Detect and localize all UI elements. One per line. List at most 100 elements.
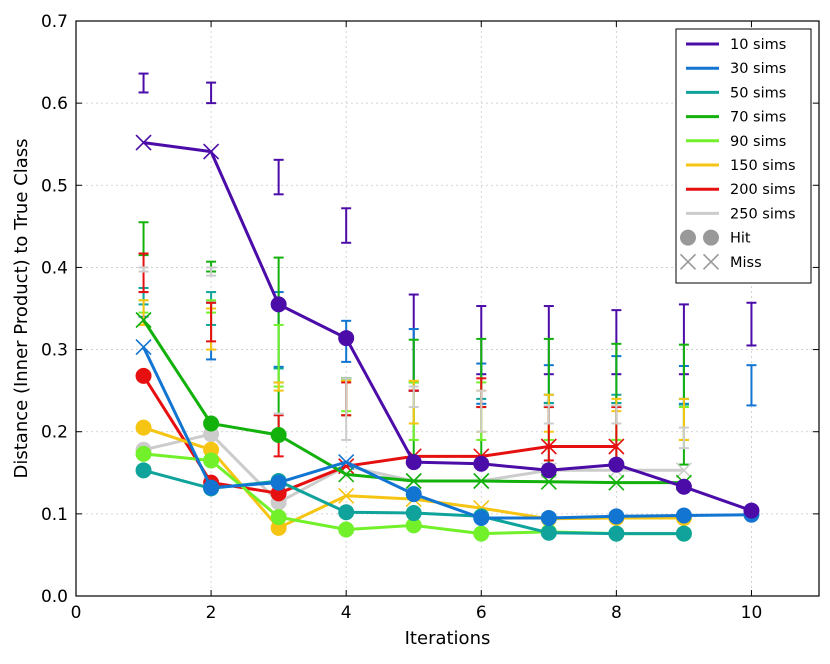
miss-marker bbox=[338, 454, 355, 471]
x-tick-label: 4 bbox=[341, 603, 352, 623]
y-tick-label: 0.4 bbox=[41, 258, 68, 278]
error-bars bbox=[138, 72, 757, 466]
miss-marker bbox=[338, 487, 355, 504]
hit-marker bbox=[473, 455, 490, 472]
hit-marker bbox=[608, 525, 625, 542]
hit-marker bbox=[405, 454, 422, 471]
legend-label: 30 sims bbox=[730, 61, 786, 77]
legend-label: Hit bbox=[730, 231, 751, 247]
miss-marker-stroke bbox=[675, 462, 692, 479]
hit-marker bbox=[135, 445, 152, 462]
miss-marker-stroke bbox=[473, 472, 490, 490]
legend-hit-marker bbox=[703, 229, 719, 246]
hit-marker bbox=[338, 504, 355, 521]
legend-label: 50 sims bbox=[730, 85, 786, 101]
hit-marker bbox=[135, 462, 152, 479]
miss-marker bbox=[203, 143, 220, 160]
miss-marker-stroke bbox=[608, 438, 625, 455]
hit-marker bbox=[608, 508, 625, 525]
hit-marker bbox=[270, 509, 287, 526]
hit-marker bbox=[338, 330, 355, 347]
x-tick-label: 2 bbox=[206, 603, 217, 623]
axis-ticks: 0 2 4 6 8 10 0.0 0.1 0.2 0.3 0.4 0.5 0.6 0.7 bbox=[41, 12, 819, 623]
x-tick-label: 0 bbox=[71, 603, 82, 623]
miss-marker bbox=[540, 438, 557, 455]
miss-marker bbox=[473, 472, 490, 490]
miss-marker-stroke bbox=[540, 438, 557, 455]
hit-marker bbox=[540, 509, 557, 526]
hit-marker bbox=[203, 415, 220, 432]
hit-marker bbox=[743, 502, 760, 519]
miss-marker bbox=[135, 311, 152, 329]
y-tick-label: 0.5 bbox=[41, 176, 68, 196]
miss-marker bbox=[405, 472, 422, 490]
legend-label: 150 sims bbox=[730, 158, 796, 174]
legend-hit-marker bbox=[680, 229, 696, 246]
y-tick-label: 0.1 bbox=[41, 505, 68, 525]
miss-marker-stroke bbox=[679, 253, 697, 270]
hit-marker bbox=[675, 478, 692, 495]
series-70-sims bbox=[135, 311, 692, 491]
legend-label: 200 sims bbox=[730, 182, 796, 198]
miss-marker-stroke bbox=[338, 466, 355, 483]
miss-marker-stroke bbox=[405, 472, 422, 490]
miss-marker bbox=[135, 339, 152, 356]
miss-marker-stroke bbox=[702, 253, 720, 270]
data-series bbox=[135, 134, 760, 542]
hit-marker bbox=[203, 452, 220, 469]
y-tick-label: 0.7 bbox=[41, 12, 68, 32]
hit-marker bbox=[675, 507, 692, 524]
miss-marker bbox=[338, 466, 355, 483]
hit-marker bbox=[270, 296, 287, 313]
legend-label: 250 sims bbox=[730, 206, 796, 222]
hit-marker bbox=[338, 521, 355, 538]
miss-marker-stroke bbox=[135, 134, 152, 151]
miss-marker bbox=[608, 474, 625, 491]
miss-marker-stroke bbox=[540, 473, 557, 490]
series-30-sims bbox=[135, 339, 760, 526]
miss-marker-stroke bbox=[608, 474, 625, 491]
miss-marker bbox=[608, 438, 625, 455]
legend-miss-marker bbox=[679, 253, 697, 270]
hit-marker bbox=[473, 525, 490, 542]
hit-marker bbox=[270, 427, 287, 443]
y-axis-label: Distance (Inner Product) to True Class bbox=[11, 139, 32, 479]
legend-label: 70 sims bbox=[730, 110, 786, 126]
miss-marker-stroke bbox=[338, 454, 355, 471]
x-tick-label: 6 bbox=[476, 603, 487, 623]
legend-label: 10 sims bbox=[730, 37, 786, 53]
x-tick-label: 8 bbox=[611, 603, 622, 623]
hit-marker bbox=[608, 456, 625, 473]
x-axis-label: Iterations bbox=[405, 628, 491, 649]
legend: 10 sims 30 sims 50 sims 70 sims 90 sims 150 s… bbox=[675, 28, 812, 284]
hit-marker bbox=[540, 462, 557, 479]
miss-marker-stroke bbox=[338, 487, 355, 504]
miss-marker bbox=[540, 473, 557, 490]
hit-marker bbox=[270, 474, 287, 491]
hit-marker bbox=[203, 479, 220, 496]
miss-marker-stroke bbox=[135, 339, 152, 356]
series-line bbox=[142, 346, 752, 520]
hit-marker bbox=[135, 419, 152, 436]
series-10-sims bbox=[135, 134, 760, 519]
hit-marker bbox=[405, 505, 422, 522]
hit-marker bbox=[675, 525, 692, 542]
y-tick-label: 0.3 bbox=[41, 341, 68, 361]
miss-marker-stroke bbox=[203, 143, 220, 160]
hit-marker bbox=[540, 524, 557, 541]
plot-frame bbox=[75, 20, 820, 597]
miss-marker-stroke bbox=[135, 311, 152, 329]
legend-label: 90 sims bbox=[730, 134, 786, 150]
miss-marker bbox=[675, 462, 692, 479]
hit-marker bbox=[405, 486, 422, 503]
legend-miss-marker bbox=[702, 253, 720, 270]
legend-box bbox=[675, 28, 812, 284]
hit-marker bbox=[135, 367, 152, 384]
legend-label: Miss bbox=[730, 255, 762, 271]
miss-marker bbox=[135, 134, 152, 151]
series-line bbox=[142, 375, 617, 495]
series-line bbox=[143, 141, 752, 513]
y-tick-label: 0.0 bbox=[41, 587, 68, 607]
y-tick-label: 0.6 bbox=[41, 94, 68, 114]
